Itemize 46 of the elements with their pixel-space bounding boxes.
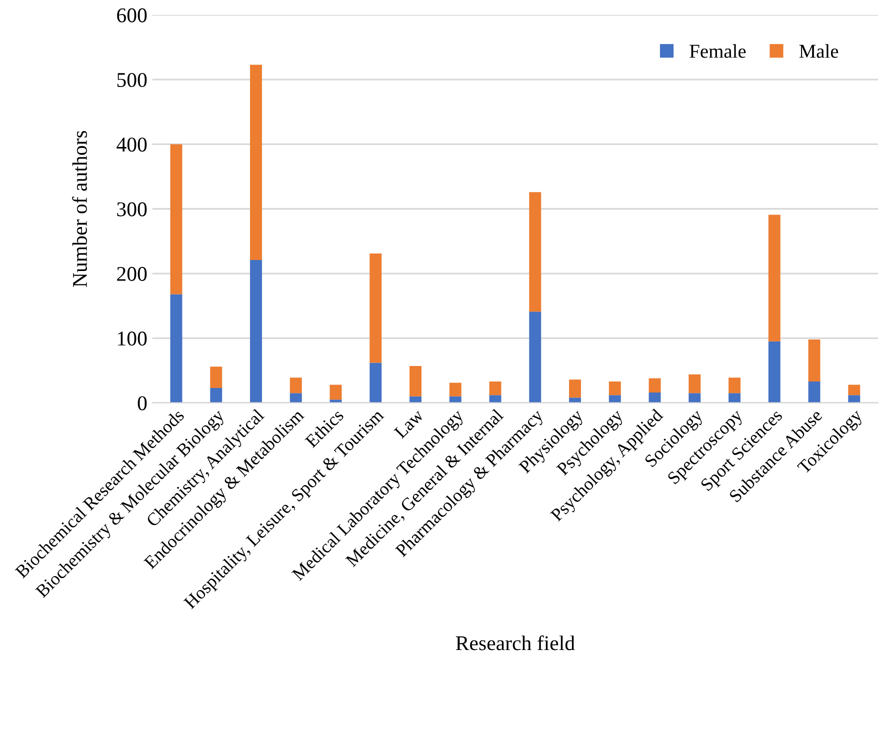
bar	[529, 192, 542, 312]
bar	[569, 380, 581, 398]
bar	[569, 398, 581, 403]
bar	[210, 366, 222, 388]
bar	[648, 392, 661, 403]
bar	[410, 366, 422, 396]
y-axis-title: Number of authors	[72, 130, 87, 287]
y-tick-label: 0	[138, 396, 147, 410]
bar	[848, 384, 860, 396]
bar	[489, 382, 502, 396]
bar	[170, 294, 182, 403]
bar	[728, 378, 741, 394]
bar	[250, 260, 262, 403]
legend-label: Male	[799, 44, 838, 58]
bar	[728, 393, 741, 403]
bar	[688, 393, 701, 403]
bar	[808, 339, 820, 382]
y-tick-label: 100	[118, 332, 147, 346]
bar	[768, 341, 780, 403]
bar	[290, 378, 302, 394]
y-tick-label: 300	[117, 202, 147, 216]
bar	[688, 374, 701, 394]
bar	[529, 312, 542, 403]
bar	[449, 396, 462, 403]
bar	[808, 382, 820, 403]
bar	[210, 388, 222, 403]
bar	[449, 382, 462, 396]
bar	[290, 393, 302, 403]
legend-label: Female	[690, 44, 746, 58]
bar	[848, 395, 860, 403]
x-axis-title: Research field	[456, 635, 575, 650]
y-tick-label: 200	[117, 266, 147, 281]
y-tick-label: 500	[117, 72, 147, 88]
bar	[608, 382, 621, 396]
bar	[410, 396, 422, 403]
bar	[330, 384, 342, 400]
bar	[170, 144, 182, 294]
bar	[370, 362, 382, 403]
bar	[250, 64, 262, 260]
y-tick-label: 400	[116, 138, 147, 152]
bar	[489, 395, 502, 403]
bar	[608, 395, 621, 403]
bar	[370, 253, 382, 363]
y-tick-label: 600	[117, 8, 147, 22]
bar	[648, 378, 661, 392]
bar	[768, 214, 780, 342]
